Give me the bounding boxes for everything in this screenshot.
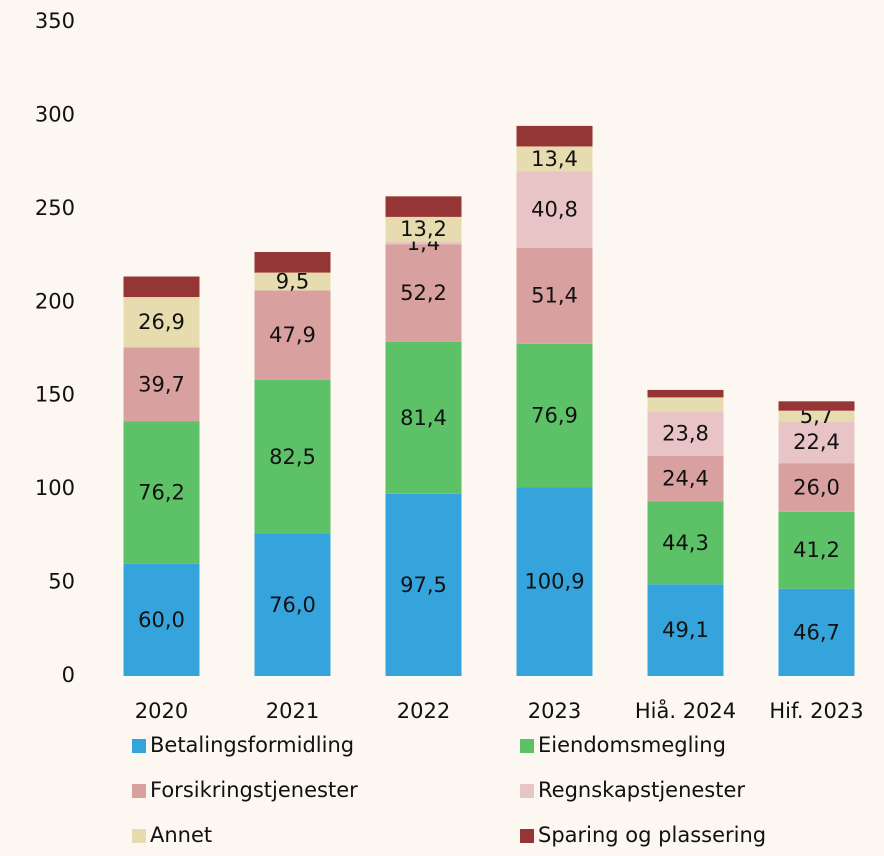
- data-label: 76,9: [531, 404, 578, 428]
- legend-label: Sparing og plassering: [538, 823, 766, 847]
- data-label: 76,2: [138, 481, 185, 505]
- legend-label: Forsikringstjenester: [150, 778, 358, 802]
- data-label: 26,9: [138, 310, 185, 334]
- bar-segment: [385, 341, 462, 494]
- bar-segment: [123, 297, 200, 348]
- data-label: 23,8: [662, 422, 709, 446]
- bar-segment: [516, 343, 593, 488]
- data-label: 47,9: [269, 323, 316, 347]
- y-tick-label: 50: [48, 570, 75, 594]
- data-label: 22,4: [793, 430, 840, 454]
- bar-segment: [778, 588, 855, 676]
- bar-segment: [385, 493, 462, 676]
- bar-segment: [385, 196, 462, 217]
- data-label: 9,5: [276, 269, 309, 293]
- bar-segment: [254, 379, 331, 534]
- data-label: 41,2: [793, 538, 840, 562]
- legend-label: Eiendomsmegling: [538, 733, 726, 757]
- data-label: 26,0: [793, 475, 840, 499]
- data-label: 13,2: [400, 217, 447, 241]
- bar-segment: [123, 563, 200, 676]
- bar-segment: [516, 146, 593, 172]
- bar-segment: [647, 501, 724, 585]
- data-label: 46,7: [793, 620, 840, 644]
- data-label: 51,4: [531, 284, 578, 308]
- legend-swatch: [132, 784, 146, 798]
- y-tick-label: 0: [62, 663, 75, 687]
- data-label: 100,9: [524, 570, 584, 594]
- y-tick-label: 300: [35, 102, 75, 126]
- data-label: 24,4: [662, 467, 709, 491]
- bar-segment: [385, 216, 462, 242]
- bar-segment: [254, 290, 331, 380]
- bar-segment: [647, 397, 724, 412]
- legend-label: Annet: [150, 823, 212, 847]
- bar-segment: [516, 125, 593, 147]
- x-tick-label: Hif. 2023: [769, 699, 863, 723]
- bar-segment: [778, 463, 855, 512]
- bar-segment: [647, 584, 724, 676]
- data-label: 13,4: [531, 147, 578, 171]
- legend-swatch: [132, 739, 146, 753]
- legend-label: Regnskapstjenester: [538, 778, 745, 802]
- data-label: 49,1: [662, 618, 709, 642]
- bar-segment: [778, 410, 855, 422]
- bar-segment: [647, 389, 724, 398]
- data-label: 60,0: [138, 608, 185, 632]
- bar-segment: [778, 421, 855, 464]
- bar-segment: [516, 487, 593, 676]
- bar-segment: [778, 511, 855, 589]
- data-label: 81,4: [400, 406, 447, 430]
- data-label: 76,0: [269, 593, 316, 617]
- bar-segment: [254, 533, 331, 676]
- legend-label: Betalingsformidling: [150, 733, 354, 757]
- bar-segment: [385, 241, 462, 245]
- data-label: 52,2: [400, 281, 447, 305]
- bar-segment: [516, 247, 593, 344]
- x-tick-label: 2020: [135, 699, 188, 723]
- bar-segment: [123, 347, 200, 422]
- y-tick-label: 350: [35, 9, 75, 33]
- bar-segment: [647, 455, 724, 502]
- bar-segment: [123, 276, 200, 298]
- x-tick-label: 2023: [528, 699, 581, 723]
- bar-segment: [123, 421, 200, 564]
- x-tick-label: 2022: [397, 699, 450, 723]
- bar-segment: [254, 252, 331, 273]
- bar-segment: [647, 411, 724, 456]
- x-tick-label: Hiå. 2024: [635, 698, 736, 723]
- y-tick-label: 100: [35, 476, 75, 500]
- data-label: 97,5: [400, 573, 447, 597]
- y-tick-label: 200: [35, 289, 75, 313]
- bar-segment: [516, 171, 593, 248]
- x-tick-label: 2021: [266, 699, 319, 723]
- y-tick-label: 250: [35, 196, 75, 220]
- bar-segment: [254, 272, 331, 291]
- legend-swatch: [520, 829, 534, 843]
- bar-segment: [385, 244, 462, 342]
- legend-swatch: [132, 829, 146, 843]
- data-label: 82,5: [269, 445, 316, 469]
- bar-segment: [778, 401, 855, 411]
- data-label: 44,3: [662, 531, 709, 555]
- data-label: 39,7: [138, 372, 185, 396]
- legend-swatch: [520, 739, 534, 753]
- data-label: 40,8: [531, 198, 578, 222]
- legend-swatch: [520, 784, 534, 798]
- y-tick-label: 150: [35, 383, 75, 407]
